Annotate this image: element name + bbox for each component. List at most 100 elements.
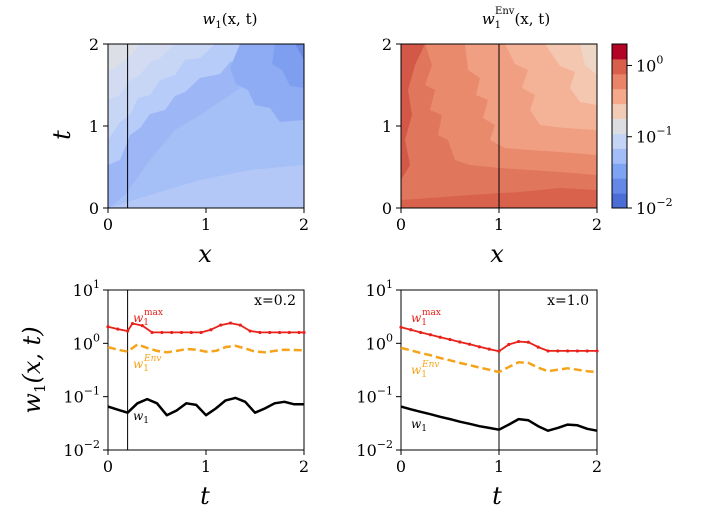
colorbar-band — [612, 148, 627, 164]
ytick-label-exp: 1 — [386, 278, 393, 291]
colorbar-tick-label: 10−2 — [636, 196, 673, 218]
xtick-label: 0 — [103, 215, 113, 234]
title-w1env-sub: 1 — [495, 20, 501, 31]
title-w1env: w1 Env(x, t) — [482, 6, 550, 31]
colorbar-band — [612, 163, 627, 179]
bottom-ylabel-sub: 1 — [31, 384, 49, 394]
series-label-sup: Env — [143, 354, 161, 364]
ytick-label-base: 10 — [356, 441, 376, 460]
series-point-w1max — [566, 349, 570, 353]
ytick-label: 10−1 — [63, 385, 100, 407]
series-point-w1max — [399, 325, 403, 329]
series-label-w1Env: w1Env — [411, 360, 439, 380]
ytick-label: 2 — [382, 35, 392, 54]
ytick-label-base: 10 — [63, 388, 83, 407]
colorbar-frame — [611, 43, 628, 209]
series-point-w1max — [219, 323, 223, 327]
series-label-w1: w1 — [133, 409, 149, 426]
series-point-w1max — [238, 323, 242, 327]
series-point-w1max — [419, 330, 423, 335]
series-point-w1max — [140, 324, 144, 328]
title-w1: w1(x, t) — [203, 10, 258, 31]
lineplot-x1-0-annotation: x=1.0 — [547, 293, 589, 309]
series-point-w1max — [268, 330, 272, 335]
series-label-sup: Env — [421, 360, 439, 370]
series-label-sub: 1 — [143, 416, 149, 426]
series-label-sup: max — [422, 308, 441, 318]
colorbar-band — [612, 193, 627, 209]
series-label-w1max: w1max — [133, 308, 163, 328]
heatmap-w1-ylabel: t — [48, 130, 76, 140]
series-label-base: w — [411, 311, 422, 325]
series-point-w1max — [477, 345, 481, 349]
title-w1env-sup: Env — [495, 6, 515, 17]
series-line-w1max — [107, 322, 304, 334]
title-w1-sub: 1 — [215, 20, 221, 31]
ytick-label: 10−1 — [356, 385, 393, 407]
ytick-label-exp: 1 — [93, 278, 100, 291]
colorbar-tick-label: 10−1 — [636, 125, 673, 147]
series-point-w1max — [428, 333, 432, 337]
series-label-base: w — [411, 417, 422, 431]
series-point-w1max — [487, 347, 491, 351]
series-point-w1max — [556, 349, 560, 353]
ytick-label-exp: −2 — [84, 438, 100, 451]
colorbar-tick-label: 100 — [636, 53, 663, 75]
colorbar-tick-label-base: 10 — [636, 128, 656, 147]
colorbar-band — [612, 178, 627, 194]
ytick-label: 10−2 — [63, 438, 100, 460]
title-w1-base: w — [203, 10, 216, 28]
series-point-w1max — [209, 328, 213, 332]
series-point-w1max — [585, 349, 589, 353]
xtick-label: 2 — [299, 215, 309, 234]
colorbar-band — [612, 73, 627, 90]
xtick-label: 1 — [494, 215, 504, 234]
series-label-w1max: w1max — [411, 308, 441, 328]
colorbar-tick-label-base: 10 — [636, 56, 656, 75]
series-point-w1max — [468, 342, 472, 346]
colorbar-band — [612, 44, 627, 60]
series-point-w1max — [189, 330, 193, 335]
colorbar-tick-label-exp: −2 — [656, 196, 672, 209]
series-point-w1max — [248, 329, 252, 333]
series-point-w1max — [517, 339, 521, 344]
series-point-w1max — [179, 330, 184, 335]
heatmap-w1-xlabel: x — [198, 240, 212, 268]
ytick-label-base: 10 — [366, 334, 386, 353]
xtick-label: 1 — [201, 457, 211, 476]
ytick-label-exp: −2 — [377, 438, 393, 451]
series-point-w1max — [507, 342, 511, 347]
series-label-w1: w1 — [411, 417, 427, 434]
colorbar-band — [612, 58, 627, 75]
series-label-base: w — [133, 311, 144, 325]
ytick-label: 1 — [382, 117, 392, 136]
series-label-sub: 1 — [143, 318, 149, 328]
ytick-label: 1 — [89, 117, 99, 136]
ytick-label-exp: −1 — [84, 385, 100, 398]
series-point-w1max — [302, 330, 306, 335]
series-point-w1max — [199, 330, 203, 335]
top-axes-ticks: 0 1 2 0 1 2 0 1 2 0 1 2 — [89, 35, 602, 234]
series-point-w1max — [258, 330, 262, 335]
series-point-w1max — [536, 345, 540, 349]
ytick-label: 101 — [366, 278, 393, 300]
series-point-w1max — [595, 349, 599, 353]
heatmap-w1-contours — [108, 44, 304, 208]
series-point-w1max — [170, 330, 174, 335]
bottom-ylabel-main: w — [18, 393, 46, 414]
ytick-label-base: 10 — [63, 441, 83, 460]
series-point-w1max — [116, 327, 120, 331]
xtick-label: 0 — [396, 457, 406, 476]
ytick-label-exp: −1 — [377, 385, 393, 398]
colorbar-band — [612, 118, 627, 134]
series-point-w1max — [130, 321, 135, 326]
series-point-w1max — [287, 330, 291, 335]
series-label-base: w — [133, 357, 144, 371]
ytick-label-base: 10 — [73, 281, 93, 300]
colorbar-tick-label-exp: −1 — [656, 125, 672, 138]
lineplot-x0-2 — [106, 289, 306, 451]
series-label-base: w — [133, 409, 144, 423]
series-point-w1max — [526, 340, 531, 344]
